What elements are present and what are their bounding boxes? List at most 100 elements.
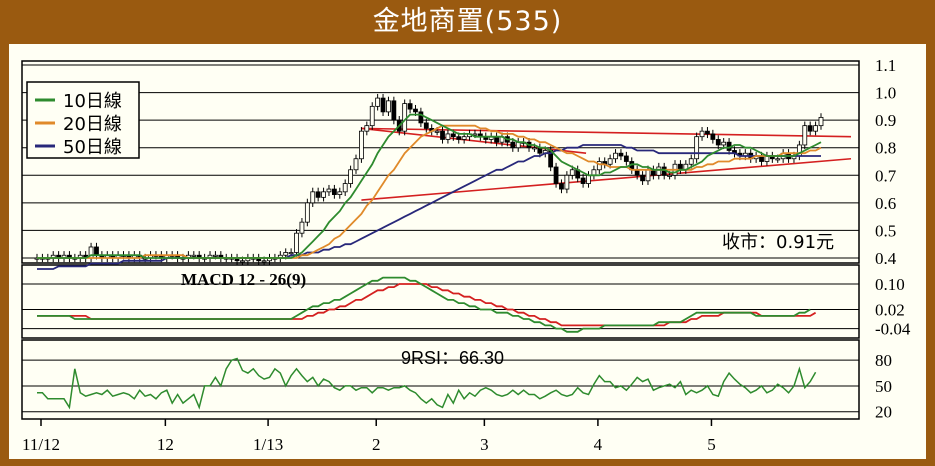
candle-body [294,232,299,253]
chart-area: 1.1 1.0 0.9 0.8 0.7 0.6 0.5 0.4 0.10 0.02 -0.04 80 5… [9,44,926,459]
rsi-tick-label: 80 [875,351,892,370]
candle-body [705,130,710,135]
candle-body [818,116,824,127]
x-tick-label: 12 [157,435,174,454]
candle-body [710,133,716,140]
price-tick-label: 1.1 [875,56,896,75]
candle-body [802,125,808,146]
x-tick-label: 3 [480,435,489,454]
candle-body [413,108,418,113]
candle-body [418,111,424,124]
macd-panel-frame [21,264,860,339]
candle-body [353,158,359,171]
price-tick-label: 0.5 [875,221,896,240]
rsi-tick-label: 20 [875,403,892,422]
ma50-line [37,144,821,270]
legend-label-ma50: 50日線 [63,137,122,158]
candle-body [569,169,575,176]
candle-body [213,254,218,257]
candle-body [369,105,375,127]
candle-body [618,152,624,157]
legend-label-ma10: 10日線 [63,91,122,112]
price-tick-label: 1.0 [875,84,896,103]
candle-body [288,252,294,255]
x-tick-label: 4 [594,435,603,454]
candle-body [283,252,289,256]
price-tick-label: 0.8 [875,139,896,158]
candle-body [623,155,629,162]
candle-body [456,136,462,140]
macd-tick-label: 0.02 [875,300,905,319]
price-tick-label: 0.4 [875,249,897,268]
moving-average-lines [37,113,822,270]
candle-body [564,174,570,190]
candle-body [331,188,337,195]
legend-label-ma20: 20日線 [63,114,122,135]
candle-body [359,130,364,160]
stock-chart-svg: 1.1 1.0 0.9 0.8 0.7 0.6 0.5 0.4 0.10 0.02-0.04 80 5… [21,56,911,454]
macd-label: MACD 12 - 26(9) [181,270,306,289]
rsi-tick-label: 50 [875,377,892,396]
candle-body [337,191,343,195]
macd-tick-label: 0.10 [875,275,905,294]
candle-body [402,103,408,132]
candle-body [553,166,559,184]
candle-body [586,174,591,184]
candle-body [240,260,245,263]
candle-body [813,125,818,132]
candle-body [775,158,781,161]
candle-body [342,183,348,193]
candle-body [461,136,467,140]
price-panel-frame [21,60,860,264]
candle-body [596,161,602,171]
ma20-line [37,124,822,259]
candle-body [532,147,537,150]
candle-body [315,191,321,198]
price-tick-label: 0.6 [875,194,896,213]
candle-body [607,158,613,165]
candle-body [299,221,305,234]
candle-body [715,139,721,146]
candle-body [375,97,381,107]
chart-title: 金地商置(535) [0,0,935,44]
candle-body [640,174,645,182]
candle-body [472,133,478,136]
macd-lines [37,276,817,333]
trend-line [361,157,852,201]
candle-body [261,260,267,263]
candle-body [694,136,700,160]
candle-body [667,174,673,177]
close-price-label: 收市：0.91元 [722,232,834,253]
candle-body [721,141,727,146]
candle-body [440,130,445,140]
candle-body [407,103,413,110]
price-tick-label: 0.7 [875,166,897,185]
rsi-line [37,357,817,410]
legend: 10日線 20日線 50日線 [26,81,140,159]
price-tick-label: 0.9 [875,111,896,130]
rsi-line [37,357,817,410]
rsi-panel-frame [21,339,860,420]
candle-body [450,133,456,138]
grid-lines [22,64,859,413]
candle-body [699,130,705,138]
candle-body [304,202,310,223]
x-tick-label: 11/12 [22,435,60,454]
candle-body [645,169,651,182]
macd-tick-label: -0.04 [875,320,911,339]
axis-ticks: 1.1 1.0 0.9 0.8 0.7 0.6 0.5 0.4 0.10 0.02-0.04 80 5… [22,56,911,454]
x-tick-label: 5 [707,435,716,454]
candle-body [386,100,391,113]
x-tick-label: 1/13 [253,435,283,454]
candle-body [321,191,326,198]
candle-body [191,254,197,257]
candle-body [364,125,370,132]
candle-body [434,130,440,133]
candle-body [348,169,354,184]
candle-body [423,122,429,129]
candle-body [510,141,516,149]
macd-line [37,276,811,333]
candle-body [613,152,618,160]
candle-body [559,183,564,190]
candle-body [656,166,662,176]
